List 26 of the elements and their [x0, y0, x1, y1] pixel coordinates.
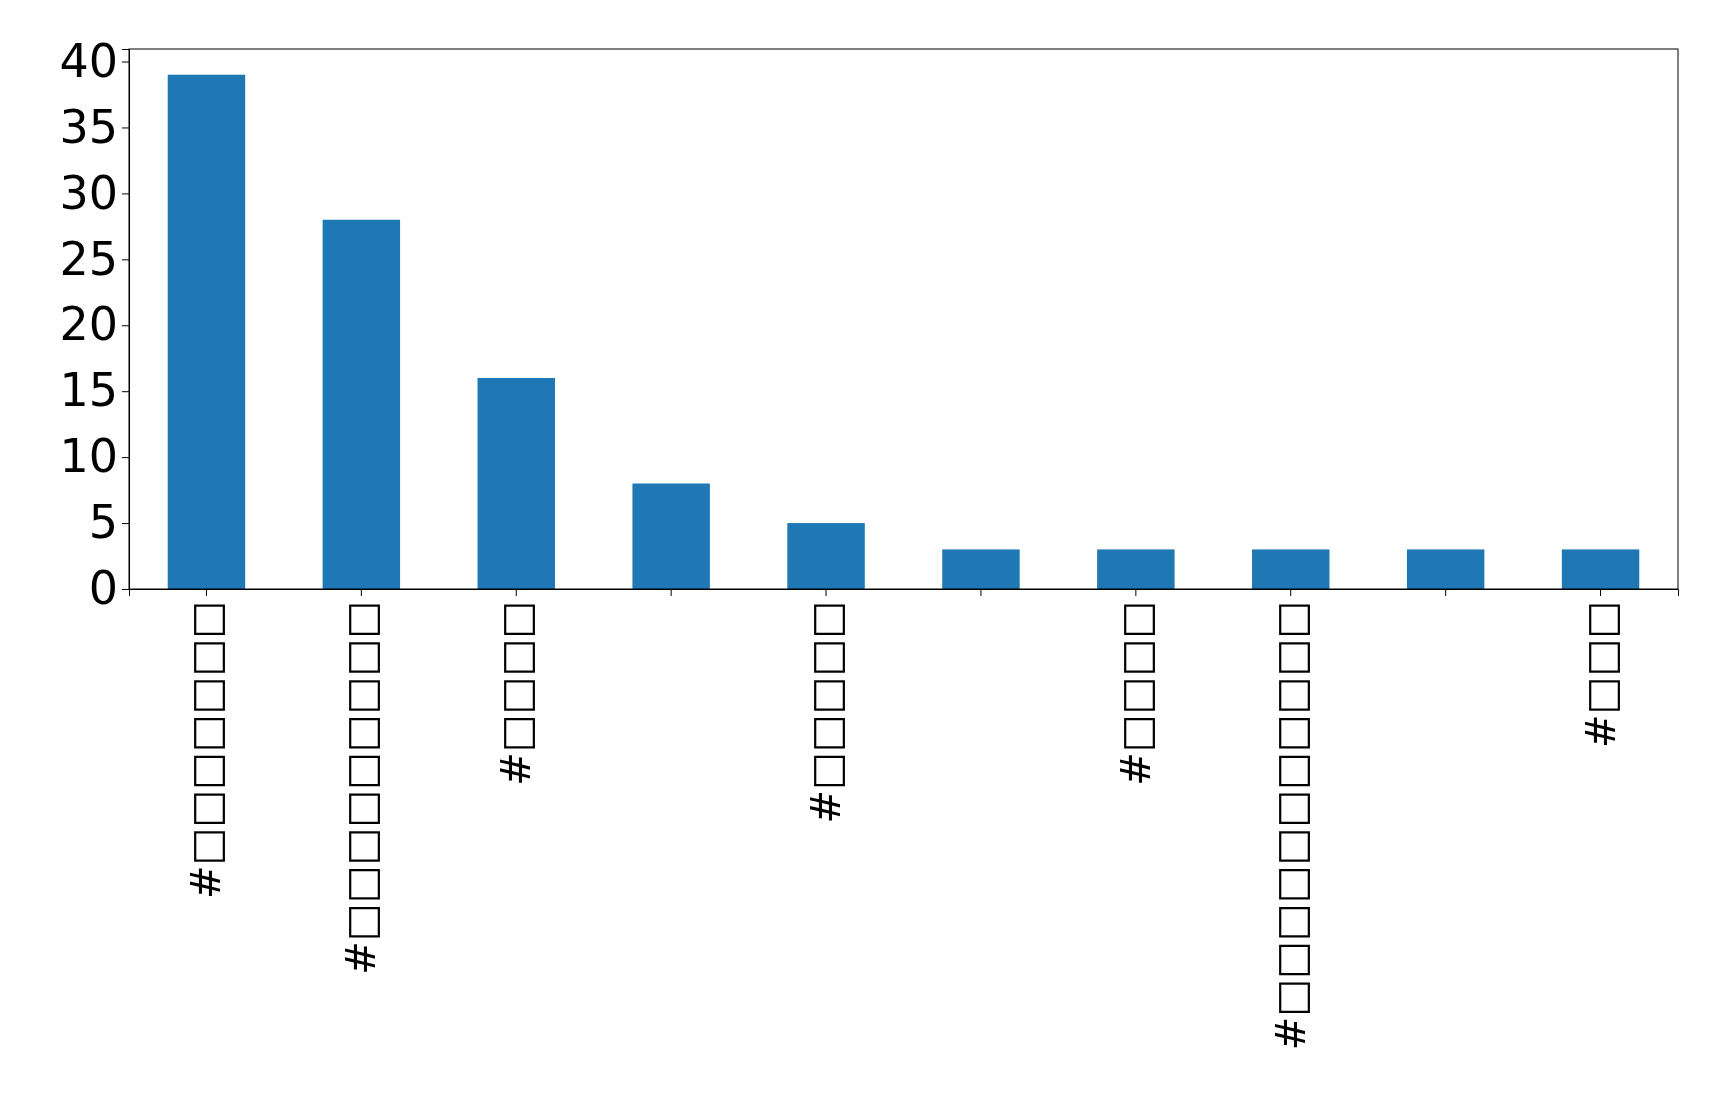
- bar: [1406, 549, 1485, 589]
- y-tick-label: 10: [59, 429, 118, 484]
- bar: [632, 483, 710, 589]
- bar: [787, 523, 865, 589]
- y-tick-label: 5: [88, 495, 118, 550]
- y-tick-label: 15: [59, 363, 118, 418]
- bar: [942, 549, 1020, 589]
- y-tick-label: 30: [59, 165, 118, 220]
- bar: [1097, 549, 1175, 589]
- x-tick-label: #□□□□: [1112, 601, 1159, 786]
- bar: [1252, 549, 1330, 589]
- y-tick-label: 0: [88, 561, 118, 616]
- x-tick-label: #□□□□□□□: [183, 601, 230, 900]
- bar: [1561, 549, 1640, 589]
- x-tick-label: #□□□: [1577, 601, 1624, 748]
- y-tick-label: 20: [59, 297, 118, 352]
- y-tick-label: 40: [59, 33, 118, 88]
- x-tick-label: #□□□□: [493, 601, 540, 786]
- x-tick-label: #□□□□□□□□□□□: [1267, 601, 1314, 1051]
- bar: [477, 378, 555, 589]
- y-tick-label: 35: [59, 99, 118, 154]
- x-tick-label: #□□□□□: [803, 601, 850, 824]
- x-tick-label: #□□□□□□□□□: [338, 601, 385, 975]
- y-tick-label: 25: [59, 231, 118, 286]
- bar: [322, 219, 401, 589]
- bar: [167, 74, 246, 589]
